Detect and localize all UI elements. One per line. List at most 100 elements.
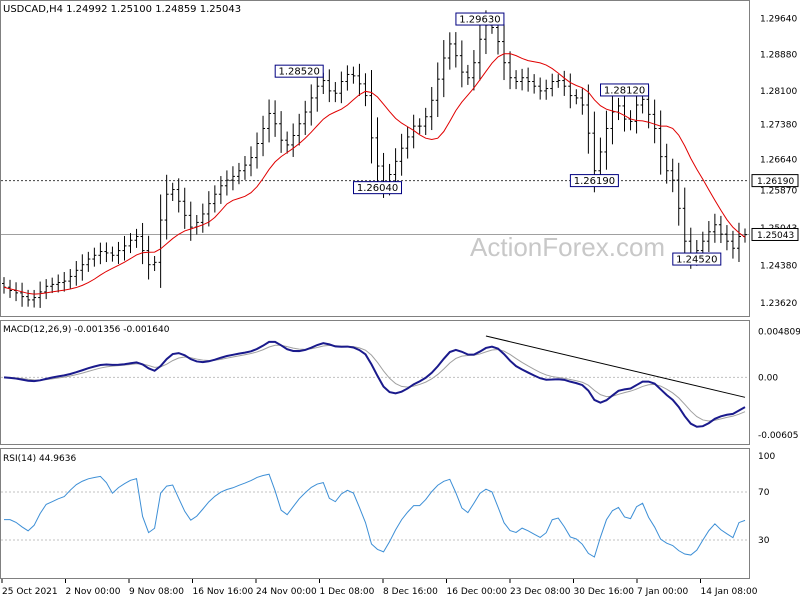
price-header: USDCAD,H4 1.24992 1.25100 1.24859 1.2504… — [3, 4, 241, 15]
price-layer: 1.28520 1.29630 1.28120 1.26040 1.26190 1.245… — [1, 10, 749, 308]
ohlc-bar — [453, 32, 458, 68]
ohlc-bar — [20, 282, 25, 307]
rsi-panel-frame — [0, 448, 750, 579]
ohlc-bar — [393, 148, 398, 188]
ohlc-bar — [188, 201, 193, 241]
ohlc-bar — [230, 166, 235, 191]
price-annotation: 1.26040 — [353, 181, 403, 195]
price-axis-marker-label: 1.25043 — [757, 231, 794, 241]
ohlc-bar — [562, 70, 567, 96]
ohlc-bar — [249, 146, 253, 177]
macd-axis-tick-label: 0.004809 — [758, 328, 800, 338]
macd-axis-tick-label: -0.00605 — [758, 431, 798, 441]
ohlc-bar — [327, 69, 332, 103]
price-annotation: 1.28520 — [274, 64, 324, 78]
ohlc-bar — [417, 118, 422, 134]
ohlc-bar — [718, 215, 723, 244]
ohlc-bar — [724, 225, 729, 251]
ohlc-bar — [86, 251, 91, 272]
ohlc-bar — [212, 185, 217, 213]
ohlc-bar — [730, 230, 735, 259]
ohlc-bar — [285, 131, 290, 154]
ohlc-bar — [538, 77, 543, 100]
rsi-layer — [1, 473, 749, 558]
ohlc-bar — [2, 277, 6, 294]
macd-trendline — [485, 335, 746, 398]
ohlc-bar — [616, 97, 621, 121]
ohlc-bar — [38, 281, 43, 308]
ohlc-bar — [80, 254, 85, 281]
x-axis-tick-label: 8 Dec 16:00 — [383, 587, 438, 597]
ohlc-bar — [267, 99, 272, 143]
ohlc-bar — [92, 247, 97, 267]
ohlc-bar — [580, 88, 585, 115]
ohlc-bar — [339, 71, 344, 104]
x-axis-tick-label: 9 Nov 08:00 — [129, 587, 184, 597]
ohlc-bar — [664, 143, 669, 184]
moving-average-line — [3, 53, 746, 295]
x-axis-tick-label: 30 Dec 16:00 — [574, 587, 635, 597]
ohlc-bar — [68, 269, 73, 289]
price-panel-frame — [0, 0, 750, 317]
ohlc-bar — [465, 64, 470, 85]
ohlc-bar — [255, 132, 260, 169]
rsi-axis-tick-label: 70 — [758, 488, 770, 498]
ohlc-bar — [574, 89, 579, 105]
ohlc-bar — [586, 84, 591, 154]
macd-signal-line — [3, 344, 746, 422]
price-axis-tick-label: 1.23620 — [760, 299, 797, 309]
x-axis-tick-label: 7 Jan 00:00 — [637, 587, 689, 597]
ohlc-bar — [477, 21, 482, 81]
annotation-box — [600, 83, 650, 97]
ohlc-bar — [502, 24, 507, 81]
ohlc-bar — [652, 99, 657, 144]
annotation-box — [569, 174, 619, 188]
ohlc-bar — [375, 117, 380, 187]
annotation-box — [455, 12, 505, 26]
ohlc-bar — [182, 187, 187, 229]
macd-line — [3, 340, 746, 428]
ohlc-bar — [345, 65, 350, 91]
ohlc-bar — [520, 68, 525, 91]
ohlc-bar — [14, 282, 19, 302]
annotation-label: 1.28520 — [279, 67, 320, 78]
price-axis-tick-label: 1.28880 — [760, 50, 797, 60]
price-annotation: 1.24520 — [672, 252, 722, 266]
ohlc-bar — [447, 32, 452, 70]
ohlc-bar — [658, 110, 663, 175]
ohlc-bar — [550, 73, 555, 97]
axis-layer: 1.23620 1.24380 1.25043 1.25870 1.26640 1.273… — [1, 15, 800, 597]
ohlc-bar — [441, 40, 446, 98]
annotation-label: 1.24520 — [676, 255, 717, 266]
ohlc-bar — [152, 255, 157, 272]
ohlc-bar — [429, 86, 434, 131]
price-axis-tick-label: 1.26640 — [760, 155, 797, 165]
ohlc-bar — [315, 72, 320, 112]
ohlc-bar — [134, 228, 139, 248]
ohlc-bar — [200, 203, 205, 233]
x-axis-tick-label: 24 Nov 00:00 — [256, 587, 317, 597]
rsi-axis-tick-label: 30 — [758, 536, 770, 546]
ohlc-bar — [44, 279, 49, 300]
price-annotation: 1.26190 — [569, 174, 619, 188]
ohlc-bar — [514, 70, 519, 90]
ohlc-bar — [526, 67, 531, 92]
ohlc-bar — [170, 182, 175, 201]
ohlc-bar — [128, 233, 133, 254]
ohlc-bar — [736, 222, 741, 262]
ohlc-bar — [712, 213, 717, 243]
ohlc-bar — [110, 246, 115, 262]
price-axis-tick-label: 1.29640 — [760, 15, 797, 25]
ohlc-bar — [303, 100, 308, 135]
annotation-box — [353, 181, 403, 195]
ohlc-bar — [32, 289, 37, 308]
ohlc-bar — [206, 191, 211, 227]
ohlc-bar — [369, 70, 374, 164]
ohlc-bar — [242, 156, 247, 180]
ohlc-bar — [74, 261, 79, 286]
price-axis-marker — [751, 174, 799, 188]
ohlc-bar — [363, 73, 368, 107]
ohlc-bar — [622, 93, 627, 132]
price-axis-tick-label: 1.24380 — [760, 262, 797, 272]
